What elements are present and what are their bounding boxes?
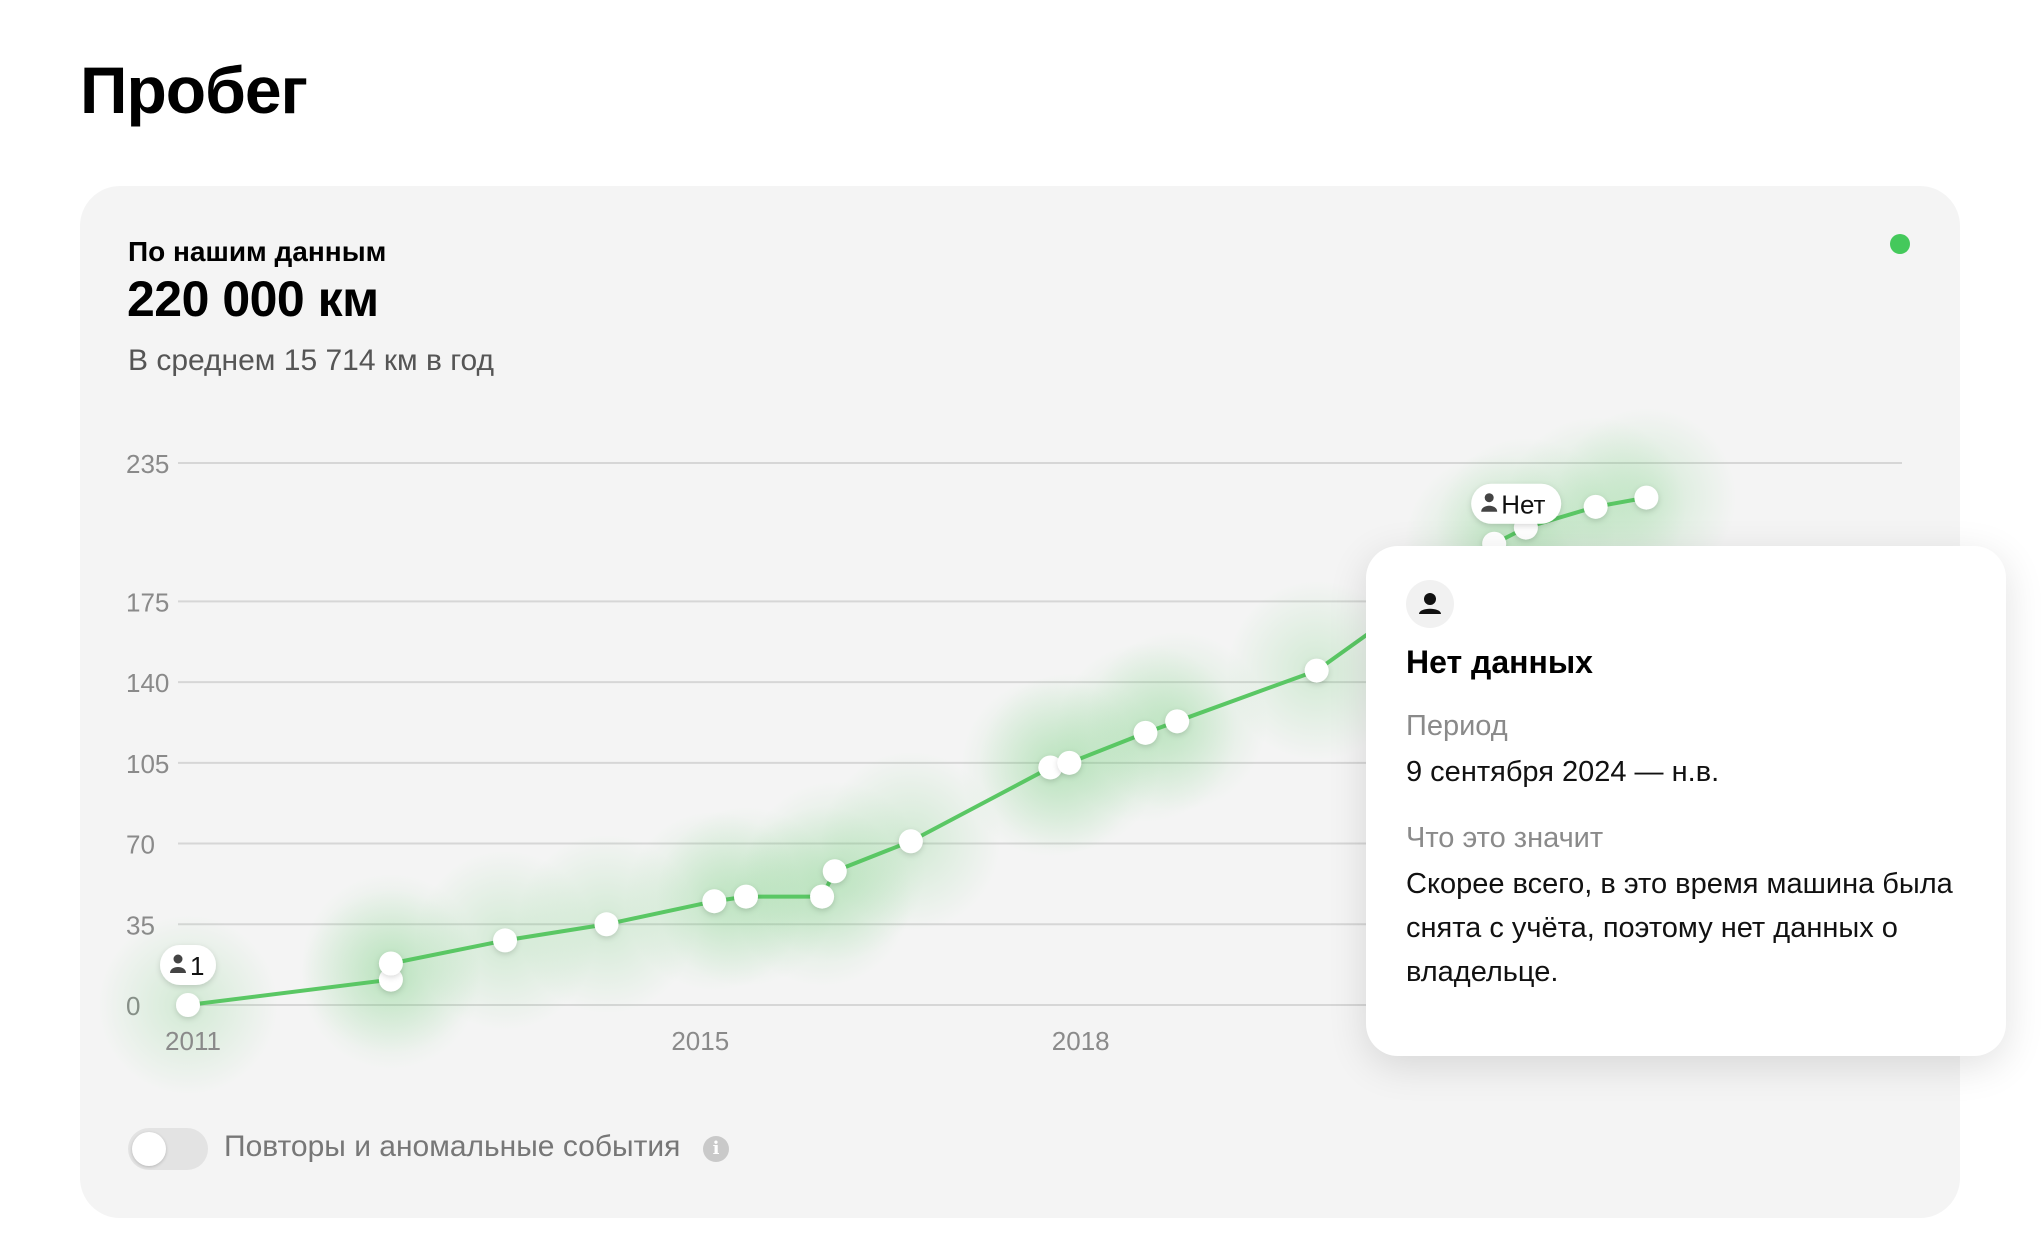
data-point[interactable] — [1634, 485, 1659, 510]
data-point[interactable] — [1133, 720, 1158, 745]
period-label: Период — [1406, 710, 1508, 742]
person-icon — [170, 954, 186, 973]
data-point[interactable] — [898, 829, 923, 854]
data-point[interactable] — [1057, 750, 1082, 775]
data-point[interactable] — [702, 889, 727, 914]
owner-marker-label: Нет — [1501, 490, 1545, 520]
info-icon[interactable]: i — [703, 1136, 729, 1162]
period-value: 9 сентября 2024 — н.в. — [1406, 756, 1720, 788]
total-mileage: 220 000 км — [127, 271, 379, 327]
data-point[interactable] — [1038, 755, 1063, 780]
anomalies-toggle[interactable] — [128, 1128, 208, 1170]
data-point[interactable] — [1304, 658, 1329, 683]
status-dot — [1890, 234, 1910, 254]
data-point[interactable] — [1165, 709, 1190, 734]
data-point[interactable] — [493, 928, 518, 953]
data-point[interactable] — [594, 912, 619, 937]
y-tick-label: 175 — [126, 587, 169, 617]
y-tick-label: 235 — [126, 449, 169, 479]
data-point[interactable] — [822, 859, 847, 884]
owner-marker[interactable]: Нет — [1471, 483, 1562, 524]
person-icon — [1481, 493, 1498, 512]
tooltip-title: Нет данных — [1406, 644, 1593, 680]
summary-subtitle: По нашим данным — [128, 236, 387, 267]
y-tick-label: 70 — [126, 830, 155, 860]
y-tick-label: 105 — [126, 749, 169, 779]
anomalies-toggle-label: Повторы и аномальные события — [224, 1130, 681, 1163]
page-title: Пробег — [80, 53, 308, 127]
data-point[interactable] — [810, 884, 835, 909]
owner-marker[interactable]: 1 — [160, 945, 216, 985]
toggle-knob[interactable] — [132, 1132, 166, 1166]
person-icon — [1406, 580, 1454, 628]
owner-marker-label: 1 — [190, 951, 204, 981]
no-data-tooltip: Нет данных Период 9 сентября 2024 — н.в.… — [1366, 546, 2006, 1056]
data-point[interactable] — [1583, 494, 1608, 519]
average-mileage: В среднем 15 714 км в год — [128, 344, 495, 377]
meaning-label: Что это значит — [1406, 822, 1604, 854]
data-point[interactable] — [378, 951, 403, 976]
data-point[interactable] — [176, 993, 200, 1017]
meaning-value: Скорее всего, в это время машина была сн… — [1406, 868, 1953, 988]
data-point[interactable] — [733, 884, 758, 909]
x-tick-label: 2018 — [1052, 1026, 1110, 1056]
x-tick-label: 2011 — [165, 1026, 221, 1056]
x-tick-label: 2015 — [671, 1026, 729, 1056]
y-tick-label: 140 — [126, 668, 169, 698]
